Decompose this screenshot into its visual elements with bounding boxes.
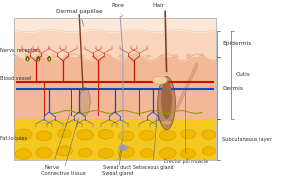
Text: Sebaceous gland: Sebaceous gland [133,87,173,170]
Text: Blood vessel: Blood vessel [0,76,32,84]
Ellipse shape [159,55,164,58]
Circle shape [77,130,93,140]
Text: Nerve receptors: Nerve receptors [0,48,41,59]
Circle shape [58,129,71,138]
Bar [14,31,216,57]
Bar [14,57,216,119]
Text: Epidermis: Epidermis [222,41,251,46]
Text: Fat lobules: Fat lobules [0,136,27,141]
Ellipse shape [119,54,124,59]
Circle shape [140,149,154,157]
Text: Hair: Hair [152,4,164,14]
Circle shape [15,129,32,140]
Circle shape [98,129,113,139]
Bar [14,119,216,160]
Ellipse shape [186,54,191,59]
Ellipse shape [161,120,172,125]
Ellipse shape [52,55,57,58]
Ellipse shape [173,54,178,58]
Circle shape [36,148,52,158]
Text: Pore: Pore [111,4,124,14]
Text: Cutis: Cutis [235,72,250,77]
Text: Sweat gland: Sweat gland [102,148,133,176]
Circle shape [119,131,134,141]
Circle shape [159,130,176,141]
Text: Erector pili muscle: Erector pili muscle [164,92,208,164]
Circle shape [181,149,196,158]
Ellipse shape [92,54,97,59]
Circle shape [159,148,176,159]
Ellipse shape [65,55,70,58]
Ellipse shape [79,87,90,116]
Ellipse shape [152,76,167,84]
Ellipse shape [132,54,137,58]
Circle shape [140,130,155,140]
Circle shape [181,129,196,139]
Text: Subcutaneous layer: Subcutaneous layer [222,137,272,142]
Circle shape [15,149,32,159]
Ellipse shape [158,77,175,130]
Circle shape [36,131,52,141]
Ellipse shape [200,54,204,59]
Text: Connective tissue: Connective tissue [40,118,85,176]
Ellipse shape [161,80,172,119]
Circle shape [118,146,135,157]
Ellipse shape [106,54,110,59]
Circle shape [98,148,113,158]
Circle shape [57,146,72,156]
Text: Sweat duct: Sweat duct [103,139,132,170]
Ellipse shape [25,54,30,59]
Ellipse shape [79,55,83,58]
Text: Dermis: Dermis [222,86,243,91]
Text: Dermal papillae: Dermal papillae [56,9,103,26]
Polygon shape [176,62,198,110]
Circle shape [202,147,215,155]
Circle shape [202,130,216,139]
Circle shape [78,148,92,157]
Ellipse shape [38,54,43,59]
Text: Nerve: Nerve [44,113,70,170]
Bar [14,18,216,31]
Ellipse shape [146,55,151,58]
